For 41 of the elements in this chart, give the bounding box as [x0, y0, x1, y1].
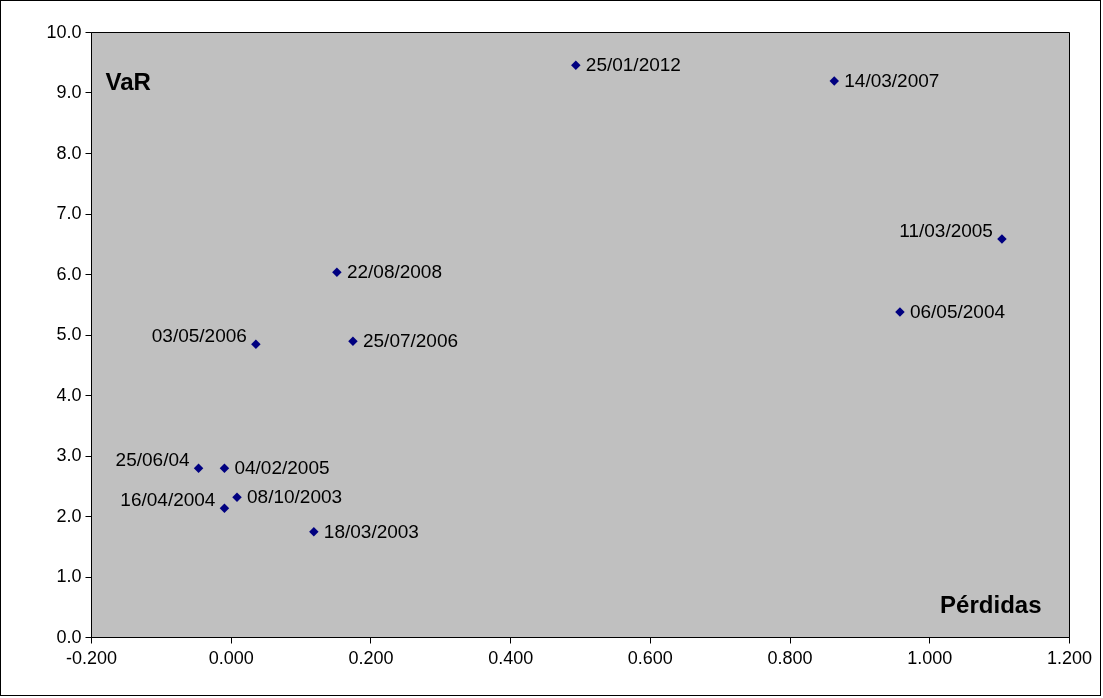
- y-tick-label: 3.0: [56, 445, 82, 465]
- annotation: 25/07/2006: [362, 330, 459, 352]
- x-axis-title: Pérdidas: [940, 590, 1042, 618]
- annotation: 03/05/2006: [151, 325, 247, 347]
- y-tick-label: 9.0: [56, 82, 82, 102]
- annotation: 16/04/2004: [120, 489, 216, 511]
- x-tick-label: 0.200: [348, 647, 394, 668]
- annotation: 22/08/2008: [346, 261, 442, 283]
- annotation: 18/03/2003: [323, 520, 419, 542]
- y-tick-label: 1.0: [56, 566, 82, 586]
- annotation: 14/03/2007: [844, 70, 940, 92]
- x-tick-label: 1.200: [1046, 647, 1093, 668]
- point: [193, 463, 204, 473]
- point: [332, 267, 342, 277]
- x-tick-label: 0.400: [488, 647, 534, 668]
- point: [571, 60, 581, 71]
- y-tick-label: 2.0: [56, 505, 82, 526]
- point: [219, 503, 230, 513]
- point: [309, 526, 319, 537]
- annotation: 08/10/2003: [247, 486, 343, 508]
- y-tick-label: 7.0: [56, 203, 82, 223]
- annotation: 25/06/04: [115, 449, 190, 471]
- point: [829, 76, 840, 86]
- x-tick-label: 0.800: [767, 647, 813, 668]
- annotation: 04/02/2005: [234, 457, 330, 479]
- y-tick-label: 8.0: [56, 142, 82, 163]
- y-tick-label: 5.0: [56, 324, 82, 344]
- annotation: 11/03/2005: [899, 219, 993, 241]
- x-tick-label: 1.000: [907, 647, 953, 668]
- annotation: 06/05/2004: [909, 301, 1006, 323]
- x-tick-label: -0.200: [65, 647, 118, 668]
- x-tick-label: 0.600: [627, 647, 673, 668]
- y-axis-title: VaR: [105, 67, 151, 95]
- point: [219, 463, 230, 473]
- y-tick-label: 4.0: [56, 384, 82, 405]
- annotation: 25/01/2012: [585, 54, 681, 76]
- y-tick-label: 10.0: [46, 21, 82, 42]
- y-tick-label: 6.0: [56, 263, 82, 284]
- y-tick-label: 0.0: [56, 626, 82, 647]
- point: [251, 339, 261, 349]
- x-tick-label: 0.000: [208, 647, 254, 668]
